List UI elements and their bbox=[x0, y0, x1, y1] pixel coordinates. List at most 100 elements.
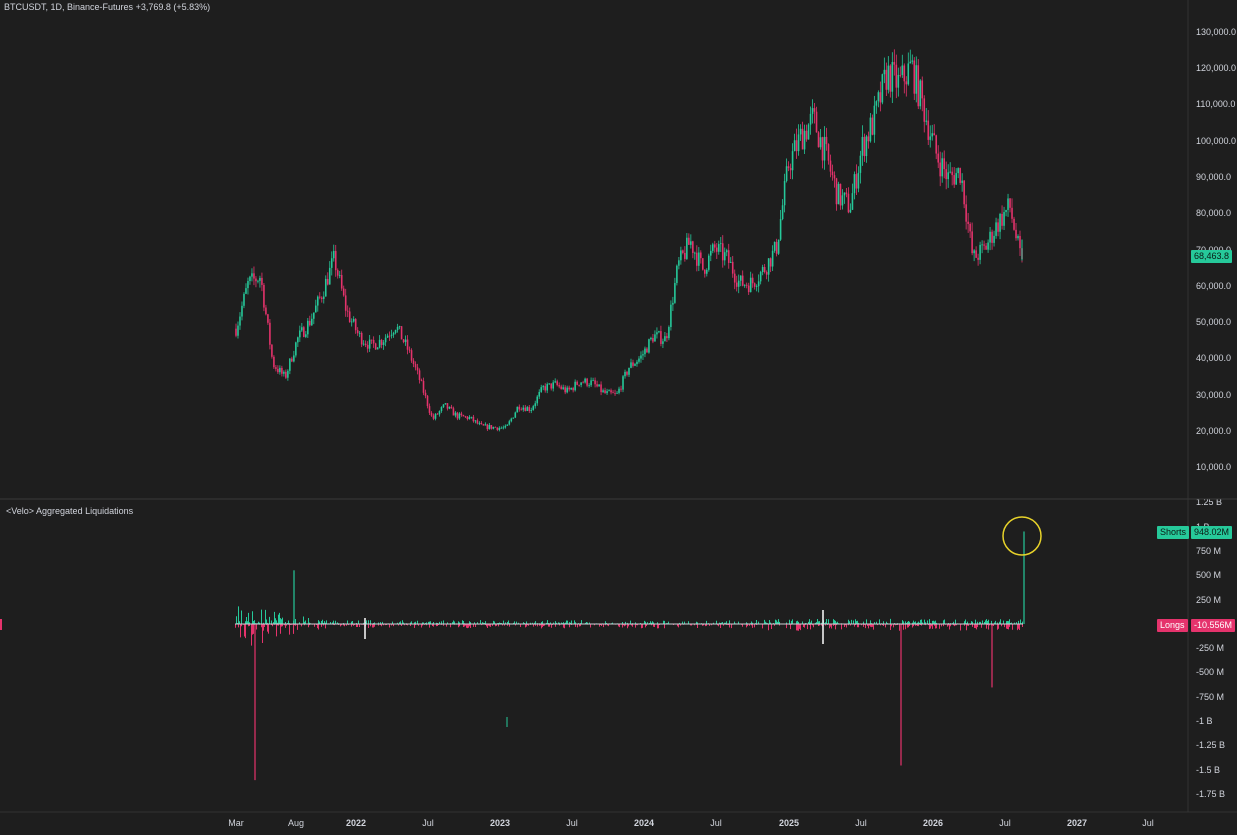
candle-body bbox=[414, 364, 417, 368]
candle-body bbox=[825, 136, 828, 145]
candle-body bbox=[775, 241, 778, 254]
candle-body bbox=[765, 272, 768, 275]
candle-body bbox=[416, 367, 419, 371]
candle-body bbox=[855, 174, 858, 189]
candle-body bbox=[376, 347, 379, 350]
time-tick-label: Jul bbox=[999, 818, 1011, 828]
candle-body bbox=[438, 411, 441, 415]
candle-body bbox=[480, 422, 483, 425]
candle-body bbox=[600, 384, 602, 393]
candle-body bbox=[614, 392, 616, 394]
candle-body bbox=[682, 250, 684, 253]
candle-body bbox=[293, 355, 295, 362]
time-tick-label: 2026 bbox=[923, 818, 943, 828]
price-tick-label: 20,000.0 bbox=[1196, 426, 1231, 436]
candle-body bbox=[769, 258, 772, 267]
candle-body bbox=[783, 180, 786, 206]
time-tick-label: Jul bbox=[710, 818, 722, 828]
candle-body bbox=[937, 153, 940, 163]
candle-body bbox=[781, 205, 784, 220]
candle-body bbox=[570, 387, 572, 390]
candle-body bbox=[378, 339, 381, 348]
candle-body bbox=[243, 293, 245, 306]
candle-body bbox=[915, 65, 918, 94]
candle-body bbox=[253, 273, 255, 279]
candle-body bbox=[761, 266, 764, 273]
candle-body bbox=[358, 332, 361, 334]
candle-body bbox=[305, 334, 307, 337]
candle-body bbox=[622, 376, 624, 390]
candle-body bbox=[502, 427, 505, 429]
candle-body bbox=[436, 413, 439, 415]
candle-body bbox=[827, 144, 830, 161]
candle-body bbox=[903, 65, 906, 82]
candle-body bbox=[265, 307, 267, 315]
candle-body bbox=[650, 337, 652, 340]
liq-tick-label: -500 M bbox=[1196, 667, 1224, 677]
candle-body bbox=[997, 222, 999, 232]
candle-body bbox=[741, 275, 744, 286]
candle-body bbox=[887, 65, 890, 90]
candle-body bbox=[931, 133, 934, 137]
candle-body bbox=[656, 332, 658, 335]
candle-body bbox=[805, 130, 808, 140]
candle-body bbox=[534, 403, 537, 407]
candle-body bbox=[348, 311, 351, 323]
candle-body bbox=[608, 390, 610, 392]
candle-body bbox=[584, 378, 586, 383]
candle-body bbox=[700, 252, 702, 259]
indicator-title[interactable]: <Velo> Aggregated Liquidations bbox=[6, 506, 134, 516]
candle-body bbox=[1017, 236, 1019, 239]
candle-body bbox=[620, 388, 622, 390]
candle-body bbox=[799, 128, 802, 135]
candle-body bbox=[975, 250, 977, 258]
candle-body bbox=[396, 326, 399, 331]
candle-body bbox=[813, 108, 816, 112]
candle-body bbox=[390, 334, 393, 336]
candle-body bbox=[672, 302, 674, 305]
candle-body bbox=[518, 406, 521, 410]
candle-body bbox=[753, 283, 756, 287]
candle-body bbox=[953, 175, 955, 185]
candle-body bbox=[548, 383, 550, 385]
candle-body bbox=[777, 239, 780, 254]
candle-body bbox=[602, 390, 604, 393]
candle-body bbox=[991, 231, 993, 243]
candle-body bbox=[993, 235, 995, 243]
liq-tick-label: 750 M bbox=[1196, 546, 1221, 556]
candle-body bbox=[851, 193, 854, 210]
candle-body bbox=[961, 180, 963, 183]
candle-body bbox=[522, 407, 525, 410]
candle-body bbox=[684, 252, 686, 259]
candle-body bbox=[578, 384, 580, 386]
candle-body bbox=[394, 330, 397, 333]
candle-body bbox=[486, 424, 489, 430]
symbol-header[interactable]: BTCUSDT, 1D, Binance-Futures +3,769.8 (+… bbox=[4, 2, 210, 12]
candle-body bbox=[668, 327, 670, 339]
candle-body bbox=[704, 269, 706, 274]
candle-body bbox=[731, 261, 734, 274]
candle-body bbox=[823, 136, 826, 161]
candle-body bbox=[520, 409, 523, 411]
price-tick-label: 10,000.0 bbox=[1196, 462, 1231, 472]
candle-body bbox=[342, 288, 345, 296]
candle-body bbox=[626, 371, 628, 375]
candle-body bbox=[875, 101, 878, 106]
candle-body bbox=[450, 406, 453, 409]
candle-body bbox=[979, 244, 981, 260]
candle-body bbox=[271, 344, 273, 357]
candle-body bbox=[923, 98, 926, 122]
candle-body bbox=[678, 260, 680, 266]
candle-body bbox=[424, 392, 427, 396]
candle-body bbox=[749, 277, 752, 293]
candle-body bbox=[739, 275, 742, 281]
candle-body bbox=[400, 326, 403, 340]
candle-body bbox=[572, 387, 574, 391]
candle-body bbox=[279, 367, 281, 373]
candle-body bbox=[995, 222, 997, 236]
liq-tick-label: -250 M bbox=[1196, 643, 1224, 653]
candle-body bbox=[759, 272, 762, 282]
liq-tick-label: -1.25 B bbox=[1196, 740, 1225, 750]
